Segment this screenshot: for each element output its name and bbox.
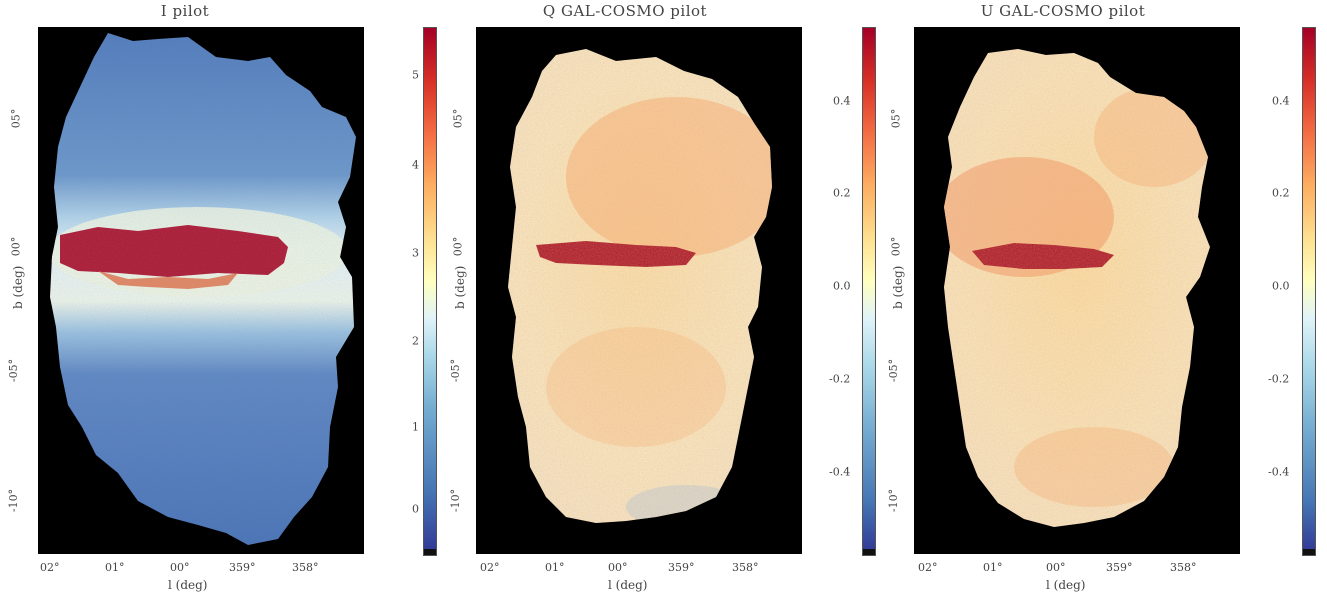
panel-u: U GAL-COSMO pilot b (deg) 05° 00° -05° -… bbox=[878, 0, 1327, 601]
colorbar-underflow bbox=[1303, 549, 1315, 555]
x-tick: 02° bbox=[40, 561, 60, 574]
x-tick: 358° bbox=[292, 561, 319, 574]
x-axis-label: l (deg) bbox=[168, 578, 208, 592]
x-tick: 359° bbox=[668, 561, 695, 574]
y-tick: 00° bbox=[889, 236, 903, 257]
x-tick: 01° bbox=[545, 561, 565, 574]
colorbar-tick: 0 bbox=[412, 502, 419, 516]
y-axis-label: b (deg) bbox=[891, 265, 905, 309]
panel-title: Q GAL-COSMO pilot bbox=[542, 2, 708, 20]
colorbar-tick: 2 bbox=[412, 334, 419, 348]
y-tick: 05° bbox=[889, 108, 903, 129]
y-tick: 00° bbox=[9, 236, 23, 257]
colorbar-tick: 4 bbox=[412, 158, 419, 172]
y-tick: -05° bbox=[449, 358, 463, 383]
colorbar-tick: -0.2 bbox=[829, 372, 851, 386]
colorbar-tick: 3 bbox=[412, 246, 419, 260]
colorbar-tick: 0.0 bbox=[1272, 279, 1290, 293]
colorbar-tick: 0.0 bbox=[833, 279, 851, 293]
sky-map-q bbox=[476, 27, 802, 554]
y-tick: -10° bbox=[887, 488, 901, 513]
x-axis-label: l (deg) bbox=[1046, 578, 1086, 592]
y-tick: 00° bbox=[451, 236, 465, 257]
x-tick: 359° bbox=[1106, 561, 1133, 574]
x-tick: 359° bbox=[229, 561, 256, 574]
panel-title: I pilot bbox=[160, 2, 210, 20]
panel-q: Q GAL-COSMO pilot b (deg) 05° 00° -05° -… bbox=[440, 0, 880, 601]
x-tick: 00° bbox=[170, 561, 190, 574]
x-tick: 02° bbox=[918, 561, 938, 574]
colorbar-ticks: 0.4 0.2 0.0 -0.2 -0.4 bbox=[1268, 27, 1298, 554]
x-tick: 02° bbox=[480, 561, 500, 574]
colorbar-tick: 0.4 bbox=[1272, 94, 1290, 108]
y-tick: -10° bbox=[449, 488, 463, 513]
y-tick: -05° bbox=[7, 358, 21, 383]
colorbar-u bbox=[1302, 27, 1316, 556]
x-tick: 00° bbox=[1046, 561, 1066, 574]
colorbar-ticks: 0.4 0.2 0.0 -0.2 -0.4 bbox=[829, 27, 857, 554]
y-tick: -10° bbox=[7, 488, 21, 513]
panel-title: U GAL-COSMO pilot bbox=[980, 2, 1146, 20]
colorbar-ticks: 5 4 3 2 1 0 bbox=[412, 27, 424, 554]
sky-map-u bbox=[914, 27, 1240, 554]
panel-i: I pilot b (deg) 05° 00° -05° -10° bbox=[0, 0, 440, 601]
colorbar-tick: -0.4 bbox=[1268, 465, 1290, 479]
colorbar-tick: -0.2 bbox=[1268, 372, 1290, 386]
colorbar-i bbox=[423, 27, 437, 556]
x-tick: 01° bbox=[105, 561, 125, 574]
sky-map-i bbox=[38, 27, 364, 554]
x-tick: 358° bbox=[1170, 561, 1197, 574]
x-tick: 358° bbox=[732, 561, 759, 574]
y-axis-label: b (deg) bbox=[11, 265, 25, 309]
colorbar-tick: 0.2 bbox=[1272, 186, 1290, 200]
x-axis-label: l (deg) bbox=[608, 578, 648, 592]
colorbar-underflow bbox=[424, 549, 436, 555]
colorbar-tick: 0.2 bbox=[833, 186, 851, 200]
x-tick: 00° bbox=[608, 561, 628, 574]
colorbar-tick: -0.4 bbox=[829, 465, 851, 479]
y-axis-label: b (deg) bbox=[453, 265, 467, 309]
x-tick: 01° bbox=[983, 561, 1003, 574]
y-tick: 05° bbox=[451, 108, 465, 129]
colorbar-underflow bbox=[863, 549, 875, 555]
y-tick: -05° bbox=[887, 358, 901, 383]
colorbar-tick: 1 bbox=[412, 420, 419, 434]
y-tick: 05° bbox=[9, 108, 23, 129]
colorbar-tick: 5 bbox=[412, 68, 419, 82]
colorbar-tick: 0.4 bbox=[833, 94, 851, 108]
colorbar-q bbox=[862, 27, 876, 556]
